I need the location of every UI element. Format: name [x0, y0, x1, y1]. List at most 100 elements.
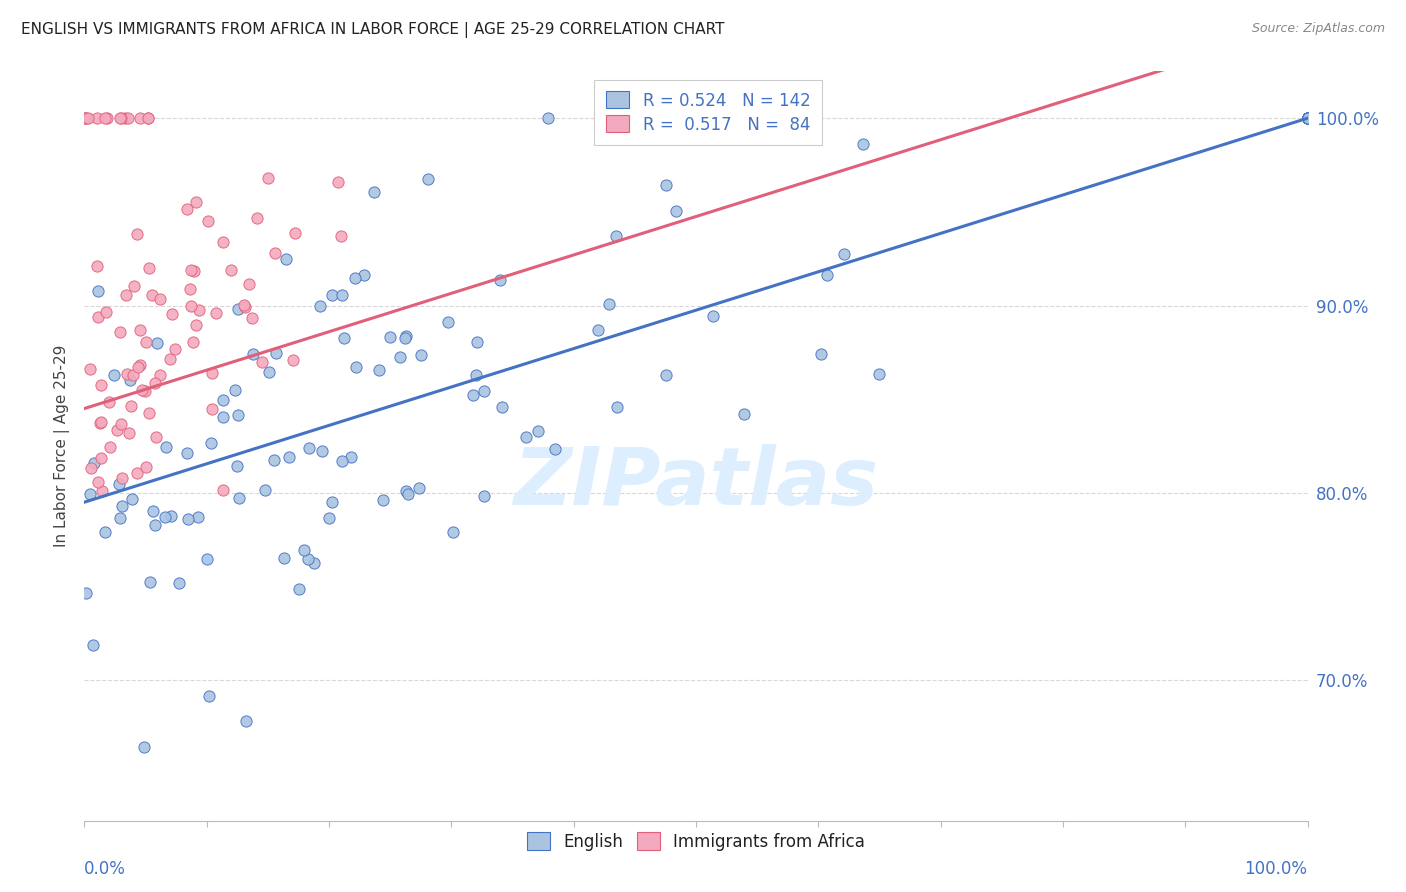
- Point: [180, 299, 202, 313]
- Point: [89, 416, 111, 430]
- Point: [83, 456, 105, 470]
- Point: [114, 112, 136, 126]
- Point: [527, 424, 550, 438]
- Point: [233, 300, 256, 314]
- Point: [852, 136, 875, 151]
- Point: [1296, 112, 1319, 126]
- Point: [832, 247, 855, 261]
- Point: [321, 495, 343, 509]
- Y-axis label: In Labor Force | Age 25-29: In Labor Force | Age 25-29: [55, 345, 70, 547]
- Point: [1296, 112, 1319, 126]
- Point: [489, 273, 512, 287]
- Point: [389, 350, 412, 364]
- Point: [1296, 112, 1319, 126]
- Point: [122, 279, 145, 293]
- Point: [394, 331, 416, 345]
- Point: [240, 310, 263, 325]
- Point: [309, 299, 332, 313]
- Point: [238, 277, 260, 292]
- Point: [257, 170, 280, 185]
- Point: [86, 112, 108, 126]
- Point: [212, 483, 235, 498]
- Point: [380, 330, 402, 344]
- Point: [1296, 112, 1319, 126]
- Point: [1296, 112, 1319, 126]
- Point: [86, 310, 108, 325]
- Point: [96, 112, 118, 126]
- Point: [98, 440, 121, 454]
- Point: [125, 227, 148, 241]
- Point: [1296, 112, 1319, 126]
- Point: [90, 378, 112, 392]
- Text: 100.0%: 100.0%: [1244, 860, 1308, 878]
- Point: [141, 288, 163, 302]
- Point: [1296, 112, 1319, 126]
- Point: [1296, 112, 1319, 126]
- Point: [138, 112, 160, 126]
- Point: [1296, 112, 1319, 126]
- Point: [472, 384, 495, 398]
- Point: [1296, 112, 1319, 126]
- Point: [117, 112, 139, 126]
- Point: [180, 263, 202, 277]
- Point: [145, 430, 167, 444]
- Point: [167, 575, 190, 590]
- Point: [198, 690, 221, 704]
- Point: [1296, 112, 1319, 126]
- Point: [159, 352, 181, 367]
- Point: [107, 424, 129, 438]
- Point: [1296, 112, 1319, 126]
- Point: [117, 367, 139, 381]
- Point: [204, 306, 226, 320]
- Point: [321, 287, 343, 301]
- Point: [1296, 112, 1319, 126]
- Point: [1296, 112, 1319, 126]
- Point: [186, 318, 208, 332]
- Point: [212, 235, 235, 249]
- Point: [396, 487, 419, 501]
- Point: [586, 323, 609, 337]
- Point: [1296, 112, 1319, 126]
- Point: [733, 408, 755, 422]
- Point: [1296, 112, 1319, 126]
- Point: [598, 297, 620, 311]
- Point: [129, 323, 152, 337]
- Point: [1296, 112, 1319, 126]
- Point: [368, 363, 391, 377]
- Point: [1296, 112, 1319, 126]
- Point: [284, 226, 307, 240]
- Point: [200, 436, 222, 450]
- Point: [363, 185, 385, 199]
- Point: [135, 459, 157, 474]
- Point: [108, 112, 131, 126]
- Point: [145, 336, 167, 351]
- Point: [107, 476, 129, 491]
- Point: [187, 510, 209, 524]
- Point: [110, 511, 132, 525]
- Point: [330, 288, 353, 302]
- Point: [1296, 112, 1319, 126]
- Point: [1296, 112, 1319, 126]
- Point: [108, 325, 131, 339]
- Point: [606, 400, 628, 414]
- Point: [463, 388, 485, 402]
- Point: [543, 442, 565, 456]
- Point: [103, 368, 125, 383]
- Point: [138, 575, 160, 590]
- Point: [1296, 112, 1319, 126]
- Point: [1296, 112, 1319, 126]
- Point: [232, 298, 254, 312]
- Text: ENGLISH VS IMMIGRANTS FROM AFRICA IN LABOR FORCE | AGE 25-29 CORRELATION CHART: ENGLISH VS IMMIGRANTS FROM AFRICA IN LAB…: [21, 22, 724, 38]
- Point: [131, 384, 153, 398]
- Point: [298, 441, 321, 455]
- Point: [143, 518, 166, 533]
- Point: [810, 347, 832, 361]
- Point: [184, 194, 207, 209]
- Point: [118, 426, 141, 441]
- Point: [176, 202, 198, 216]
- Point: [86, 259, 108, 273]
- Point: [94, 524, 117, 539]
- Point: [121, 492, 143, 507]
- Point: [75, 586, 97, 600]
- Point: [605, 228, 627, 243]
